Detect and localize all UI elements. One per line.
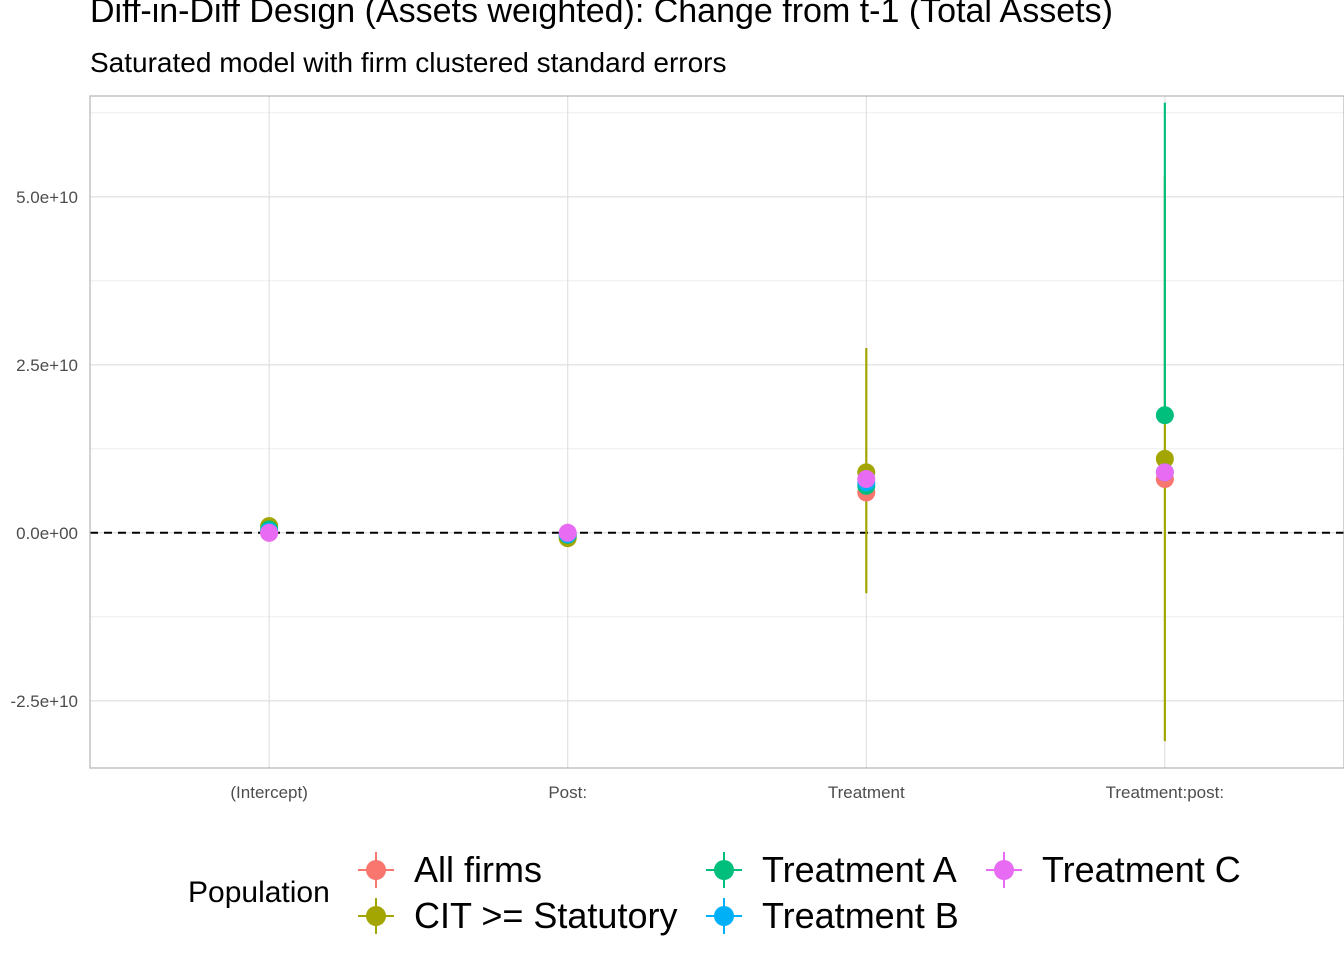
legend-key-point — [366, 860, 386, 880]
y-tick-label: 0.0e+00 — [16, 524, 78, 543]
data-point — [1155, 463, 1174, 482]
legend-key — [706, 852, 742, 888]
data-point — [558, 523, 577, 542]
data-point — [260, 523, 279, 542]
data-points — [260, 406, 1174, 548]
legend-key-point — [714, 860, 734, 880]
legend-label: CIT >= Statutory — [414, 895, 678, 936]
grid-lines — [90, 96, 1344, 768]
legend-item-all-firms: All firms — [356, 848, 542, 892]
plot-area: -2.5e+10 0.0e+00 2.5e+10 5.0e+10 (Intercept… — [10, 95, 1344, 802]
x-tick-label: Post: — [548, 783, 587, 802]
x-tick-label: Treatment — [828, 783, 905, 802]
y-axis-tick-labels: -2.5e+10 0.0e+00 2.5e+10 5.0e+10 — [10, 188, 78, 711]
legend-title: Population — [188, 876, 330, 909]
error-bars — [865, 102, 1166, 742]
legend-item-treatment-b: Treatment B — [704, 894, 959, 938]
legend-item-cit-statutory: CIT >= Statutory — [356, 894, 677, 938]
data-point — [857, 470, 876, 489]
data-point — [1155, 449, 1174, 468]
y-tick-label: -2.5e+10 — [10, 692, 78, 711]
x-tick-label: Treatment:post: — [1106, 783, 1224, 802]
legend-key-point — [714, 906, 734, 926]
panel-border — [89, 95, 1344, 769]
legend-label: Treatment A — [762, 849, 957, 890]
legend-key-point — [366, 906, 386, 926]
legend-key — [986, 852, 1022, 888]
y-tick-label: 5.0e+10 — [16, 188, 78, 207]
chart-title: Diff-in-Diff Design (Assets weighted): C… — [90, 0, 1113, 30]
legend-key — [358, 898, 394, 934]
legend-item-treatment-c: Treatment C — [984, 848, 1241, 892]
legend-key-point — [994, 860, 1014, 880]
chart-subtitle: Saturated model with firm clustered stan… — [90, 47, 727, 78]
legend-key — [358, 852, 394, 888]
x-axis-tick-labels: (Intercept) Post: Treatment Treatment:post: — [230, 783, 1224, 802]
legend-item-treatment-a: Treatment A — [704, 848, 957, 892]
legend-label: All firms — [414, 849, 542, 890]
legend-label: Treatment C — [1042, 849, 1241, 890]
legend: Population All firms CIT >= Statutory Tr… — [188, 844, 1328, 944]
y-tick-label: 2.5e+10 — [16, 356, 78, 375]
legend-key — [706, 898, 742, 934]
legend-label: Treatment B — [762, 895, 959, 936]
x-tick-label: (Intercept) — [230, 783, 307, 802]
data-point — [1155, 406, 1174, 425]
